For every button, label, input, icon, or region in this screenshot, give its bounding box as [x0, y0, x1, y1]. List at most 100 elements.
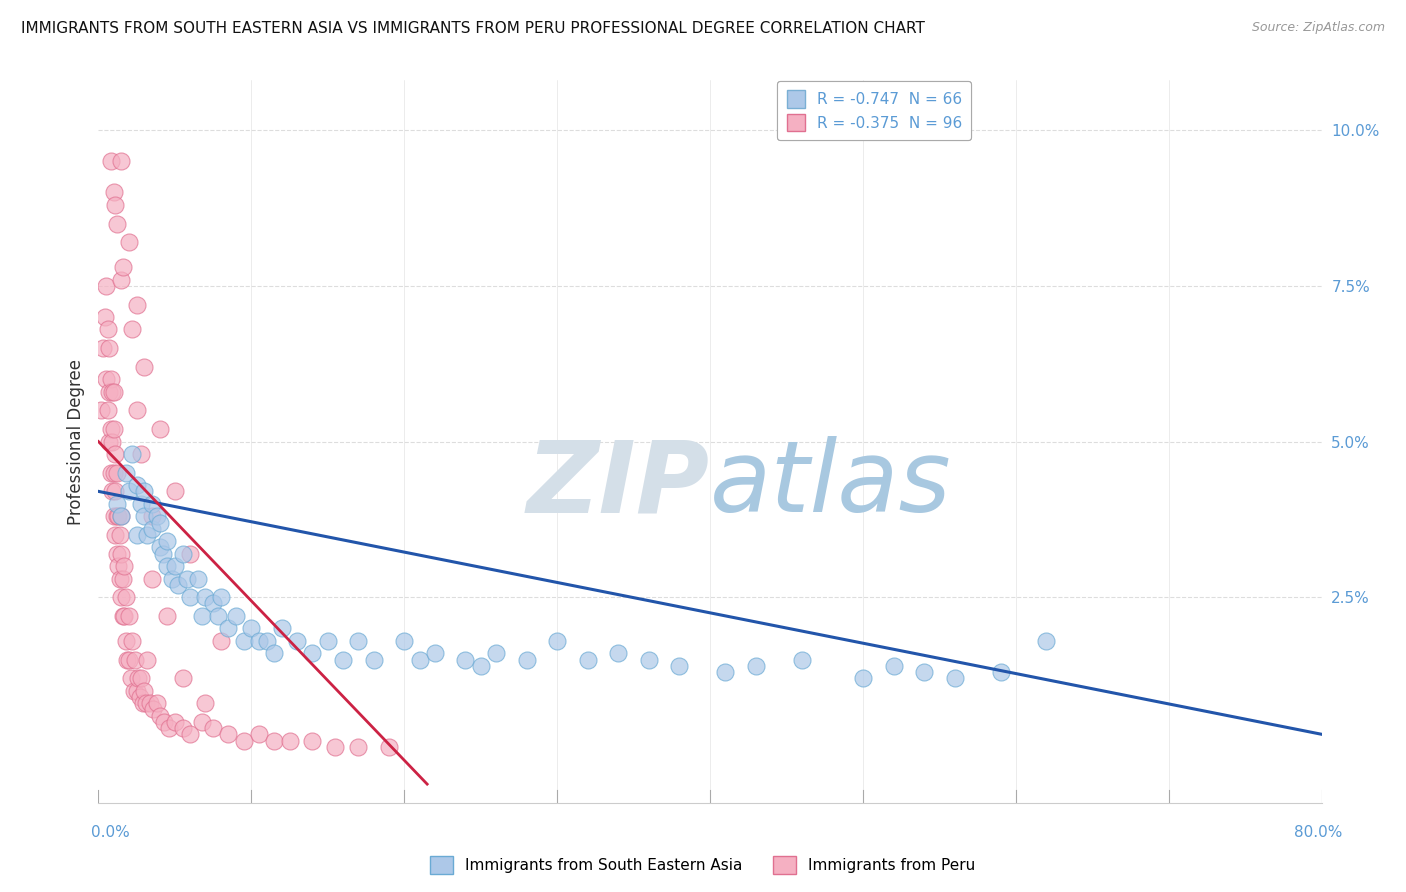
- Point: [127, 671, 149, 685]
- Point: [142, 702, 165, 716]
- Point: [105, 217, 128, 231]
- Point: [124, 652, 146, 666]
- Point: [136, 652, 159, 666]
- Point: [101, 434, 124, 449]
- Point: [97, 322, 120, 336]
- Point: [191, 609, 214, 624]
- Point: [209, 591, 232, 605]
- Point: [98, 384, 121, 399]
- Point: [209, 633, 232, 648]
- Point: [912, 665, 935, 679]
- Point: [172, 671, 194, 685]
- Point: [163, 559, 186, 574]
- Text: atlas: atlas: [710, 436, 952, 533]
- Point: [94, 278, 117, 293]
- Point: [745, 658, 768, 673]
- Point: [105, 466, 128, 480]
- Point: [125, 478, 148, 492]
- Point: [100, 154, 122, 169]
- Point: [637, 652, 661, 666]
- Point: [111, 260, 134, 274]
- Point: [103, 466, 125, 480]
- Point: [115, 633, 138, 648]
- Point: [149, 541, 172, 555]
- Point: [470, 658, 492, 673]
- Point: [141, 497, 163, 511]
- Point: [94, 372, 117, 386]
- Point: [104, 484, 127, 499]
- Point: [423, 646, 446, 660]
- Point: [943, 671, 966, 685]
- Point: [110, 509, 132, 524]
- Text: 0.0%: 0.0%: [91, 825, 131, 840]
- Point: [139, 696, 162, 710]
- Point: [101, 484, 124, 499]
- Point: [132, 696, 155, 710]
- Point: [145, 696, 167, 710]
- Point: [101, 384, 124, 399]
- Point: [157, 721, 180, 735]
- Text: Source: ZipAtlas.com: Source: ZipAtlas.com: [1251, 21, 1385, 34]
- Point: [121, 322, 143, 336]
- Legend: Immigrants from South Eastern Asia, Immigrants from Peru: Immigrants from South Eastern Asia, Immi…: [425, 850, 981, 880]
- Point: [156, 609, 179, 624]
- Point: [408, 652, 430, 666]
- Point: [97, 403, 120, 417]
- Point: [103, 384, 125, 399]
- Point: [105, 547, 128, 561]
- Point: [240, 621, 263, 635]
- Text: 80.0%: 80.0%: [1295, 825, 1343, 840]
- Point: [485, 646, 508, 660]
- Point: [179, 547, 201, 561]
- Point: [129, 497, 152, 511]
- Point: [135, 696, 157, 710]
- Point: [104, 447, 127, 461]
- Point: [134, 359, 156, 374]
- Point: [105, 497, 128, 511]
- Point: [546, 633, 568, 648]
- Point: [187, 572, 209, 586]
- Point: [93, 310, 115, 324]
- Point: [176, 572, 198, 586]
- Point: [125, 683, 148, 698]
- Text: ZIP: ZIP: [527, 436, 710, 533]
- Point: [217, 727, 239, 741]
- Point: [278, 733, 301, 747]
- Point: [332, 652, 354, 666]
- Point: [122, 683, 145, 698]
- Point: [110, 272, 132, 286]
- Point: [852, 671, 875, 685]
- Y-axis label: Professional Degree: Professional Degree: [66, 359, 84, 524]
- Text: IMMIGRANTS FROM SOUTH EASTERN ASIA VS IMMIGRANTS FROM PERU PROFESSIONAL DEGREE C: IMMIGRANTS FROM SOUTH EASTERN ASIA VS IM…: [21, 21, 925, 36]
- Point: [128, 690, 150, 704]
- Point: [136, 528, 159, 542]
- Point: [121, 447, 143, 461]
- Point: [111, 609, 134, 624]
- Point: [301, 646, 323, 660]
- Point: [125, 528, 148, 542]
- Point: [217, 621, 239, 635]
- Point: [117, 652, 139, 666]
- Point: [790, 652, 813, 666]
- Point: [118, 609, 141, 624]
- Point: [129, 447, 152, 461]
- Point: [363, 652, 385, 666]
- Point: [118, 484, 141, 499]
- Point: [247, 633, 270, 648]
- Point: [607, 646, 630, 660]
- Point: [125, 297, 148, 311]
- Point: [207, 609, 229, 624]
- Point: [121, 633, 143, 648]
- Point: [156, 559, 179, 574]
- Point: [263, 733, 285, 747]
- Point: [107, 559, 129, 574]
- Point: [112, 559, 135, 574]
- Point: [129, 671, 152, 685]
- Point: [125, 403, 148, 417]
- Point: [179, 727, 201, 741]
- Point: [172, 721, 194, 735]
- Point: [103, 186, 125, 200]
- Point: [108, 572, 131, 586]
- Point: [990, 665, 1012, 679]
- Point: [152, 547, 174, 561]
